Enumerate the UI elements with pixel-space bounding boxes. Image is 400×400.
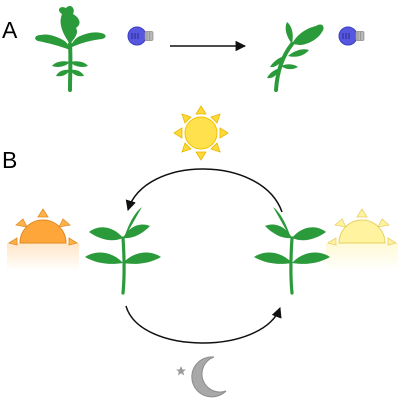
plant-icon bbox=[85, 207, 161, 293]
plant-bending-icon bbox=[267, 22, 324, 90]
light-bulb-icon bbox=[339, 27, 364, 45]
light-bulb-icon bbox=[128, 27, 153, 45]
sun-icon bbox=[174, 106, 228, 160]
sun-icon bbox=[7, 209, 79, 271]
panel-label-b: B bbox=[2, 147, 17, 173]
crescent-moon-icon bbox=[192, 357, 226, 397]
plant-icon bbox=[254, 207, 330, 293]
arrow-curved-bottom bbox=[126, 306, 280, 343]
panel-label-a: A bbox=[2, 17, 18, 43]
sun-icon bbox=[326, 209, 398, 271]
plant-upright-icon bbox=[35, 6, 105, 90]
arrow-curved-top bbox=[128, 169, 282, 212]
star-icon bbox=[176, 366, 186, 376]
